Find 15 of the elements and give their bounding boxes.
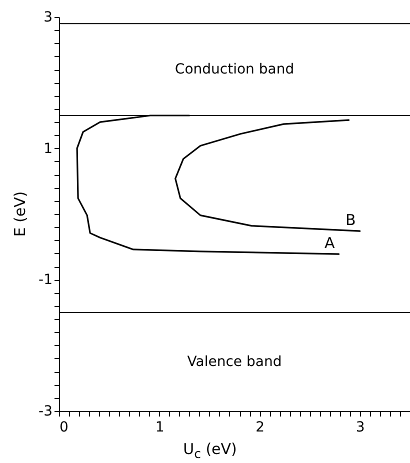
y-tick-label: -3 <box>38 404 52 420</box>
x-tick-label: 0 <box>60 420 68 436</box>
annotation: Valence band <box>187 354 282 370</box>
x-tick-label: 1 <box>155 420 164 436</box>
x-axis-title: U$_{c}$ (eV) <box>182 440 238 461</box>
y-tick-label: 3 <box>44 10 52 26</box>
y-axis-title: E (eV) <box>11 190 29 239</box>
x-tick-label: 3 <box>356 420 365 436</box>
y-tick-label: 1 <box>44 140 52 157</box>
series-label: A <box>324 234 336 252</box>
series-label: B <box>346 211 356 230</box>
x-tick-label: 2 <box>256 420 265 436</box>
y-tick-label: -1 <box>38 272 52 288</box>
line-series <box>174 119 361 232</box>
annotation: Conduction band <box>174 62 294 78</box>
